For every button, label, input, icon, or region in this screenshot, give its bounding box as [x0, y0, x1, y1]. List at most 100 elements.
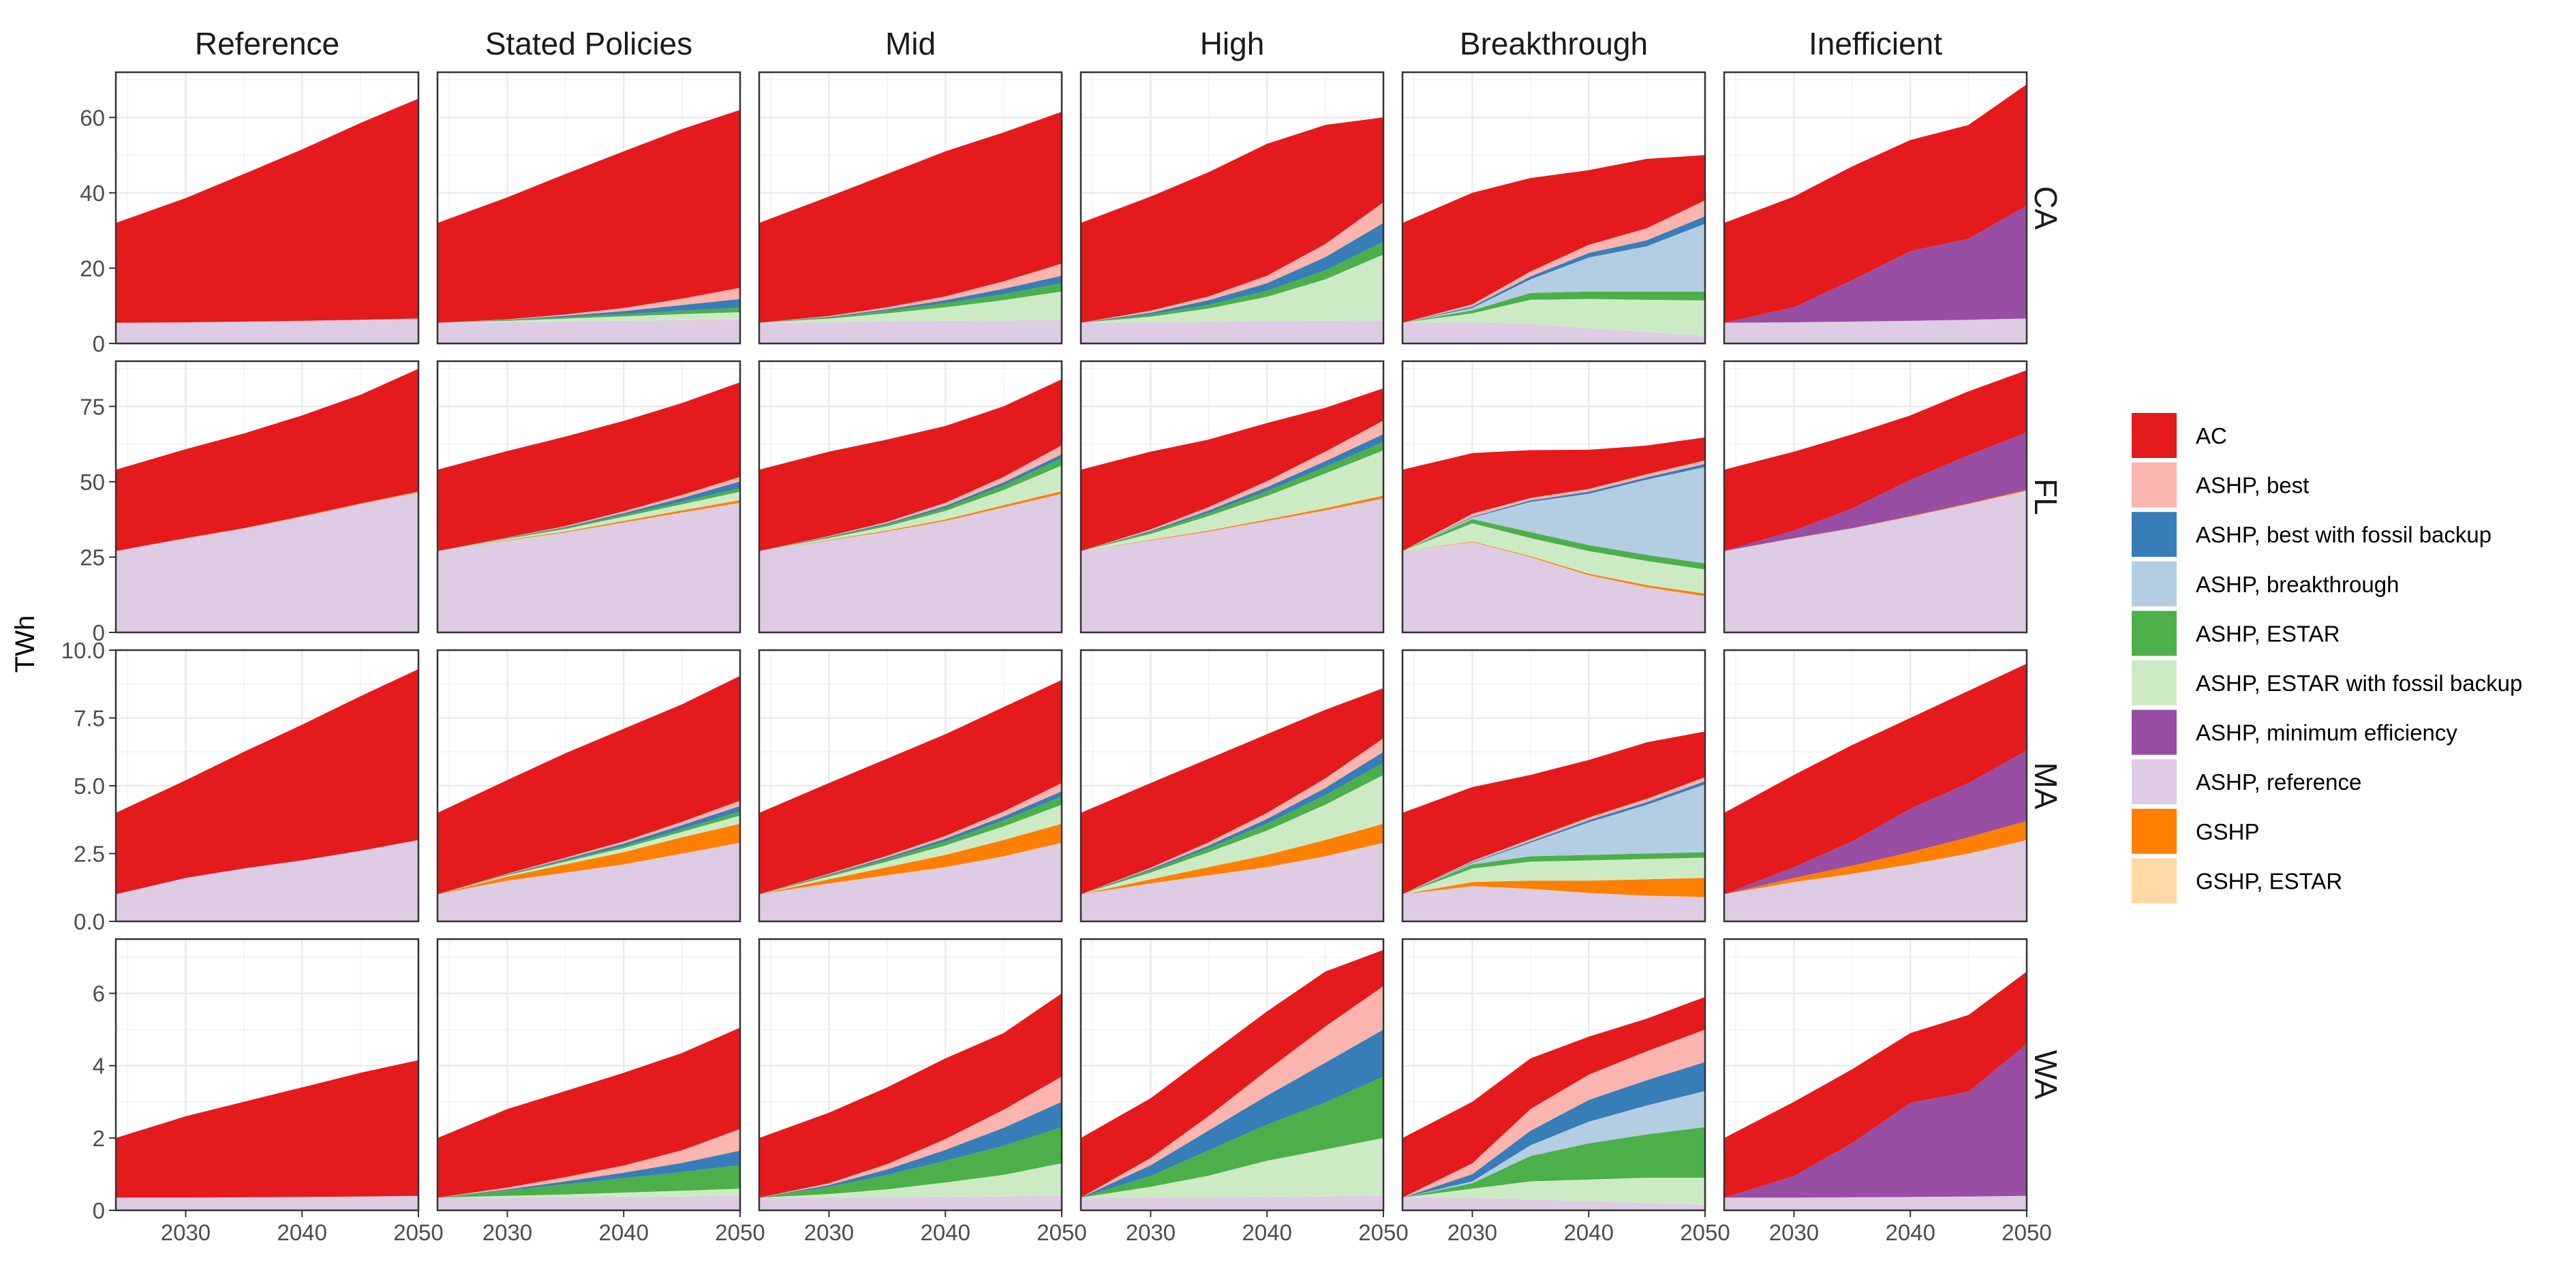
area-ashp-best-with-fossil-backup	[1402, 781, 1705, 895]
legend-label: ASHP, breakthrough	[2196, 572, 2399, 597]
panel-ca-breakthrough	[1401, 71, 1706, 345]
area-ashp-best-with-fossil-backup	[1402, 463, 1705, 551]
x-tick-label: 2030	[482, 1220, 532, 1245]
x-tick-label: 2040	[1886, 1220, 1935, 1245]
area-ashp-reference	[1402, 1197, 1705, 1210]
area-ashp-estar	[438, 1165, 740, 1198]
area-ashp-reference	[116, 840, 418, 921]
area-ac	[116, 369, 418, 551]
area-ashp-best	[438, 1129, 740, 1198]
area-ac	[116, 1060, 418, 1198]
panel-border	[758, 71, 1063, 345]
legend-label: ASHP, minimum efficiency	[2196, 720, 2457, 746]
area-ac	[116, 98, 418, 323]
y-tick-label-ca: 0	[93, 331, 105, 356]
panel-border	[436, 360, 741, 634]
panel-border	[1079, 360, 1385, 634]
legend-label: ASHP, ESTAR with fossil backup	[2196, 671, 2522, 696]
area-ashp-reference	[438, 320, 740, 343]
y-tick-label-wa: 2	[93, 1126, 105, 1151]
area-ashp-estar	[759, 1126, 1062, 1198]
area-ac	[1402, 731, 1705, 895]
facet-panels	[114, 71, 2028, 1212]
area-ashp-reference	[1081, 842, 1383, 921]
panel-ma-stated-policies	[436, 649, 741, 923]
area-ac	[759, 679, 1062, 895]
area-ashp-minimum-efficiency	[1724, 432, 2027, 551]
legend-key	[2132, 561, 2177, 607]
area-ashp-estar-with-fossil-backup	[1081, 1137, 1383, 1198]
area-ashp-estar	[1402, 519, 1705, 570]
panel-ca-high	[1079, 71, 1385, 345]
area-ac	[1724, 971, 2027, 1198]
panel-border	[1079, 938, 1385, 1212]
area-ashp-reference	[1724, 491, 2027, 632]
area-ashp-best	[1081, 986, 1383, 1198]
y-tick-label-ma: 5.0	[74, 773, 105, 799]
legend-label: AC	[2196, 423, 2227, 448]
area-ashp-minimum-efficiency	[1724, 1043, 2027, 1198]
panel-border	[1723, 71, 2028, 345]
y-tick-label-fl: 75	[80, 394, 105, 419]
area-ashp-best	[438, 288, 740, 323]
area-ashp-estar	[1081, 1076, 1383, 1198]
y-tick-label-fl: 50	[80, 470, 105, 495]
facet-column-label-mid: Mid	[885, 26, 936, 61]
panel-wa-mid	[758, 938, 1063, 1212]
legend-item-gshp: GSHP	[2132, 808, 2260, 854]
panel-border	[1079, 649, 1385, 923]
panel-ma-breakthrough	[1401, 649, 1706, 923]
panel-fl-stated-policies	[436, 360, 741, 634]
legend-key	[2132, 462, 2177, 508]
area-ac	[1081, 949, 1383, 1198]
area-ac	[1724, 370, 2027, 551]
x-tick-label: 2030	[1126, 1220, 1176, 1245]
area-ashp-estar-with-fossil-backup	[759, 291, 1062, 323]
legend-key	[2132, 512, 2177, 557]
legend-key	[2132, 759, 2177, 805]
area-ac	[1724, 84, 2027, 323]
area-ashp-reference	[116, 492, 418, 632]
panel-wa-breakthrough	[1401, 938, 1706, 1212]
area-ashp-estar-with-fossil-backup	[1081, 450, 1383, 551]
area-gshp	[1402, 878, 1705, 898]
panel-fl-breakthrough	[1401, 360, 1706, 634]
area-ashp-reference	[438, 502, 740, 632]
area-ashp-estar-with-fossil-backup	[1402, 523, 1705, 594]
x-tick-label: 2050	[393, 1220, 443, 1245]
area-ac	[438, 1028, 740, 1198]
area-ashp-reference	[1402, 886, 1705, 921]
area-ashp-reference	[1402, 322, 1705, 343]
legend-key	[2132, 413, 2177, 458]
legend-item-ac: AC	[2132, 413, 2227, 458]
panel-border	[1401, 71, 1706, 345]
facet-column-strips: Reference Stated Policies Mid High Breakthro…	[195, 26, 1942, 61]
panel-border	[114, 360, 420, 634]
panel-fl-inefficient	[1723, 360, 2028, 634]
area-gshp	[438, 823, 740, 895]
y-tick-label-ma: 10.0	[61, 638, 105, 663]
area-ashp-estar	[1402, 1126, 1705, 1198]
area-ac	[1724, 663, 2027, 895]
panel-fl-reference	[114, 360, 420, 634]
y-tick-label-ma: 2.5	[74, 842, 105, 867]
legend-item-ashp-best: ASHP, best	[2132, 462, 2309, 508]
area-ashp-best	[1402, 460, 1705, 551]
legend-item-ashp-estar-with-fossil-backup: ASHP, ESTAR with fossil backup	[2132, 660, 2522, 705]
panel-wa-reference	[114, 938, 420, 1212]
panel-border	[1401, 938, 1706, 1212]
area-ac	[438, 110, 740, 323]
x-tick-label: 2050	[1680, 1220, 1730, 1245]
area-ashp-estar-with-fossil-backup	[438, 815, 740, 895]
x-tick-label: 2050	[1037, 1220, 1086, 1245]
facet-row-label-wa: WA	[2028, 1050, 2064, 1100]
area-ashp-estar	[1402, 291, 1705, 323]
y-tick-label-fl: 0	[93, 620, 105, 645]
panel-ca-stated-policies	[436, 71, 741, 345]
legend-item-ashp-best-with-fossil-backup: ASHP, best with fossil backup	[2132, 512, 2491, 557]
area-ashp-estar-with-fossil-backup	[759, 1163, 1062, 1198]
legend-item-ashp-estar: ASHP, ESTAR	[2132, 611, 2340, 656]
y-tick-label-wa: 0	[93, 1198, 105, 1223]
legend-label: ASHP, best	[2196, 473, 2309, 498]
